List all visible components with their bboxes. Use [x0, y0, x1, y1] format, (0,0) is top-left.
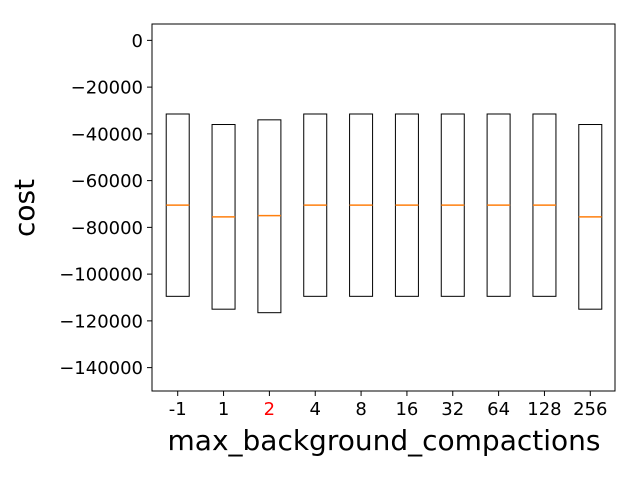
y-tick-label: −100000 [59, 265, 143, 286]
box-1 [211, 124, 236, 310]
x-tick-label: -1 [169, 399, 187, 420]
plot-area-frame [151, 23, 616, 392]
x-tick-label: 1 [218, 399, 229, 420]
y-tick-label: −140000 [59, 358, 143, 379]
x-axis-label: max_background_compactions [168, 424, 601, 457]
y-axis-label: cost [8, 179, 41, 237]
x-tick-label: 256 [573, 399, 607, 420]
y-tick-label: −120000 [59, 311, 143, 332]
x-tick-label: 128 [527, 399, 561, 420]
y-tick-label: −20000 [71, 78, 143, 99]
box--1 [165, 113, 190, 297]
box-4 [303, 113, 328, 297]
y-tick-label: −40000 [71, 124, 143, 145]
box-8 [349, 113, 374, 297]
y-tick-label: −60000 [71, 171, 143, 192]
x-tick-label: 64 [487, 399, 510, 420]
box-128 [532, 113, 557, 297]
box-2 [257, 119, 282, 314]
box-32 [440, 113, 465, 297]
boxes-layer [165, 113, 603, 314]
box-16 [394, 113, 419, 297]
y-tick-label: −80000 [71, 218, 143, 239]
box-64 [486, 113, 511, 297]
box-256 [578, 124, 603, 310]
y-axis-ticks: 0 −20000 −40000 −60000 −80000 −100000 −120000 −… [59, 31, 152, 379]
x-axis-ticks: -1 1 2 4 8 16 32 64 128 256 [169, 391, 607, 420]
x-tick-label: 8 [355, 399, 366, 420]
x-tick-label: 32 [441, 399, 464, 420]
y-tick-label: 0 [132, 31, 143, 52]
x-tick-label: 16 [395, 399, 418, 420]
x-tick-label: 4 [310, 399, 321, 420]
x-tick-label-highlighted: 2 [264, 399, 275, 420]
